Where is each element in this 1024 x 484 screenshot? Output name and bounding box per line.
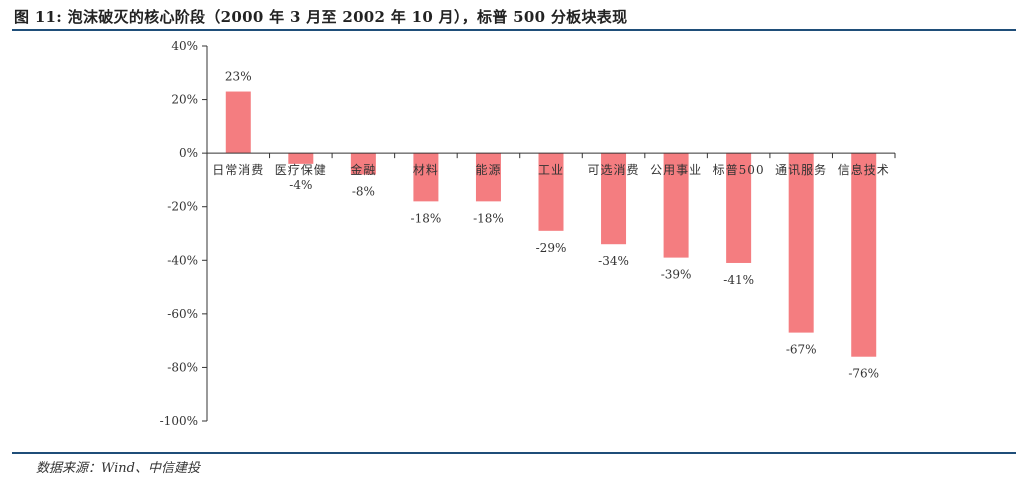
x-category-label: 信息技术: [838, 162, 890, 177]
bar: [288, 153, 314, 164]
y-tick-label: 20%: [171, 93, 198, 107]
bar: [350, 153, 376, 175]
bar-value-label: -4%: [289, 178, 312, 192]
bar: [475, 153, 501, 202]
bar: [663, 153, 689, 258]
x-category-label: 材料: [413, 163, 439, 177]
y-tick-label: -20%: [167, 200, 198, 214]
bar-value-label: -29%: [536, 241, 567, 255]
y-tick-label: -60%: [167, 307, 198, 321]
bar: [601, 153, 627, 245]
x-category-label: 能源: [475, 163, 501, 177]
bar-value-label: 23%: [225, 70, 252, 84]
y-tick-label: -40%: [167, 253, 198, 267]
x-category-label: 公用事业: [650, 163, 702, 177]
source-note: 数据来源：Wind、中信建投: [36, 461, 200, 476]
x-category-label: 可选消费: [588, 163, 640, 177]
bar-value-label: -39%: [661, 268, 692, 282]
bar-value-label: -76%: [848, 367, 879, 381]
figure-title: 图 11: 泡沫破灭的核心阶段（2000 年 3 月至 2002 年 10 月）…: [14, 8, 628, 26]
x-category-label: 日常消费: [212, 163, 264, 177]
y-tick-label: 40%: [171, 39, 198, 53]
bar-value-label: -8%: [352, 185, 375, 199]
bar-value-label: -18%: [411, 211, 442, 225]
y-tick-label: 0%: [179, 146, 198, 160]
bar: [225, 91, 251, 154]
bar: [851, 153, 877, 357]
x-category-label: 医疗保健: [275, 163, 327, 177]
bar-value-label: -41%: [723, 273, 754, 287]
x-category-label: 工业: [538, 163, 564, 177]
x-category-label: 金融: [350, 162, 376, 177]
x-category-label: 标普500: [713, 163, 765, 177]
bar: [413, 153, 439, 202]
bar-value-label: -34%: [598, 254, 629, 268]
bar-value-label: -18%: [473, 211, 504, 225]
bar: [726, 153, 752, 263]
y-tick-label: -80%: [167, 360, 198, 374]
bottom-rule: [12, 452, 1016, 454]
top-rule: [12, 29, 1016, 31]
bar: [538, 153, 564, 231]
bar-value-label: -67%: [786, 343, 817, 357]
x-category-label: 通讯服务: [775, 162, 827, 177]
bar: [788, 153, 814, 333]
y-tick-label: -100%: [160, 414, 198, 428]
